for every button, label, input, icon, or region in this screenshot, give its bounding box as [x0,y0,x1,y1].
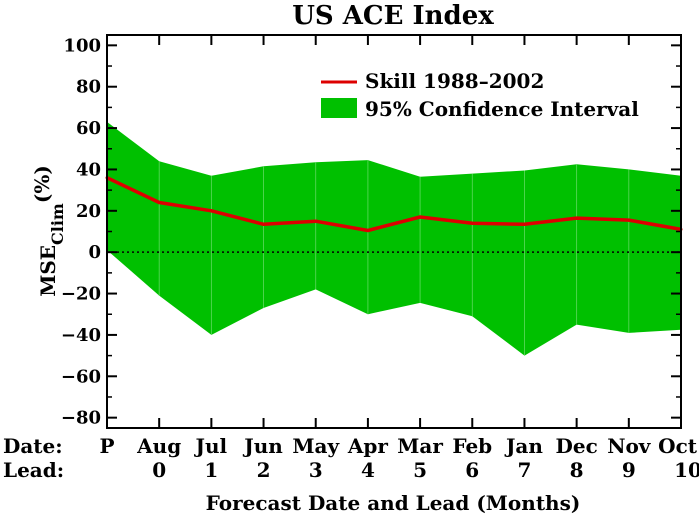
confidence-band [107,121,681,356]
y-tick-label: −80 [61,408,101,429]
x-date-label: Nov [607,434,652,458]
x-lead-label: 0 [152,458,166,482]
chart-title: US ACE Index [292,1,494,31]
svg-text:MSEClim(%): MSEClim(%) [30,165,67,297]
skill-point [522,222,526,226]
x-date-label: Jun [242,434,283,458]
x-lead-label: 7 [517,458,531,482]
y-axis-label-unit: (%) [30,165,54,203]
skill-point [627,218,631,222]
x-date-label: Aug [136,434,181,458]
y-tick-label: 0 [88,242,101,263]
legend-ci-label: 95% Confidence Interval [365,97,639,121]
y-tick-label: 80 [76,77,101,98]
skill-point [157,201,161,205]
date-row-label: Date: [3,434,63,458]
x-date-label: Dec [556,434,598,458]
x-lead-label: 6 [465,458,479,482]
y-tick-label: −40 [61,325,101,346]
x-date-label: Oct [658,434,698,458]
x-date-label: Jan [504,434,543,458]
y-axis-label-sub: Clim [48,203,67,245]
skill-line [106,176,682,233]
lead-row-label: Lead: [3,458,64,482]
x-axis-label: Forecast Date and Lead (Months) [206,491,581,515]
x-lead-label: 4 [361,458,375,482]
skill-point [575,216,579,220]
x-lead-label: 8 [570,458,584,482]
x-date-label: P [99,434,114,458]
x-date-label: Feb [452,434,492,458]
y-tick-label: 60 [76,118,101,139]
x-date-label: May [292,434,340,458]
skill-point [262,222,266,226]
x-date-label: Jul [194,434,228,458]
legend-skill-label: Skill 1988–2002 [365,69,544,93]
x-lead-label: 5 [413,458,427,482]
x-lead-label: 3 [309,458,323,482]
x-lead-label: 10 [674,458,699,482]
skill-point [470,221,474,225]
x-lead-label: 1 [204,458,218,482]
x-date-label: Apr [347,434,389,458]
y-axis-label-main: MSE [36,245,60,297]
x-date-label: Mar [397,434,443,458]
y-tick-label: −20 [61,284,101,305]
y-tick-label: 40 [76,159,101,180]
legend: Skill 1988–2002 95% Confidence Interval [321,69,639,121]
skill-point [209,209,213,213]
y-axis-label: MSEClim(%) [30,165,67,297]
y-tick-label: 100 [63,35,101,56]
y-tick-label: 20 [76,201,101,222]
x-lead-label: 9 [622,458,636,482]
y-tick-label: −60 [61,366,101,387]
legend-ci-swatch [321,98,357,118]
skill-point [418,215,422,219]
x-lead-label: 2 [257,458,271,482]
plot-area [105,121,683,356]
skill-point [366,228,370,232]
skill-point [314,219,318,223]
